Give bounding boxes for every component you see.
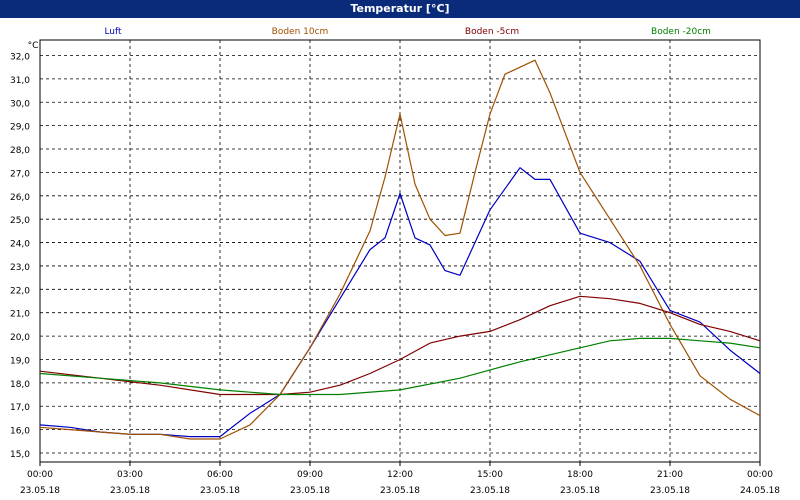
y-tick-label: 24,0: [10, 240, 30, 250]
series-line-luft: [39, 167, 761, 438]
x-tick-date: 23.05.18: [110, 486, 150, 496]
y-tick-label: 18,0: [10, 380, 30, 390]
x-tick-date: 23.05.18: [380, 486, 420, 496]
series-line-boden-10cm: [39, 59, 761, 440]
series-line-boden-5cm: [39, 295, 761, 396]
y-tick-label: 19,0: [10, 356, 30, 366]
x-tick-time: 15:00: [477, 470, 503, 480]
x-tick-date: 23.05.18: [20, 486, 60, 496]
x-tick-date: 23.05.18: [200, 486, 240, 496]
x-tick-date: 23.05.18: [560, 486, 600, 496]
y-axis-unit: °C: [28, 41, 39, 51]
y-tick-label: 29,0: [10, 123, 30, 133]
x-tick-time: 00:00: [747, 470, 773, 480]
y-tick-label: 27,0: [10, 169, 30, 179]
x-tick-time: 00:00: [27, 470, 53, 480]
y-tick-label: 20,0: [10, 333, 30, 343]
y-tick-label: 15,0: [10, 450, 30, 460]
y-tick-label: 16,0: [10, 427, 30, 437]
y-tick-label: 26,0: [10, 193, 30, 203]
y-tick-label: 31,0: [10, 76, 30, 86]
x-tick-date: 24.05.18: [740, 486, 780, 496]
x-tick-time: 03:00: [117, 470, 143, 480]
y-tick-label: 21,0: [10, 310, 30, 320]
legend-entry: Boden 10cm: [272, 27, 329, 37]
series-line-boden-20cm: [39, 337, 761, 396]
y-tick-label: 22,0: [10, 286, 30, 296]
x-tick-time: 12:00: [387, 470, 413, 480]
y-tick-label: 32,0: [10, 53, 30, 63]
x-tick-date: 23.05.18: [290, 486, 330, 496]
legend-entry: Luft: [104, 27, 122, 37]
x-tick-time: 09:00: [297, 470, 323, 480]
x-tick-time: 06:00: [207, 470, 233, 480]
y-tick-label: 25,0: [10, 216, 30, 226]
y-tick-label: 23,0: [10, 263, 30, 273]
y-tick-label: 28,0: [10, 146, 30, 156]
x-tick-time: 18:00: [567, 470, 593, 480]
x-tick-date: 23.05.18: [470, 486, 510, 496]
x-tick-time: 21:00: [657, 470, 683, 480]
window-title: Temperatur [°C]: [0, 0, 800, 18]
x-tick-date: 23.05.18: [650, 486, 690, 496]
y-tick-label: 17,0: [10, 403, 30, 413]
legend-entry: Boden -5cm: [465, 27, 519, 37]
y-tick-label: 30,0: [10, 99, 30, 109]
legend-entry: Boden -20cm: [651, 27, 711, 37]
